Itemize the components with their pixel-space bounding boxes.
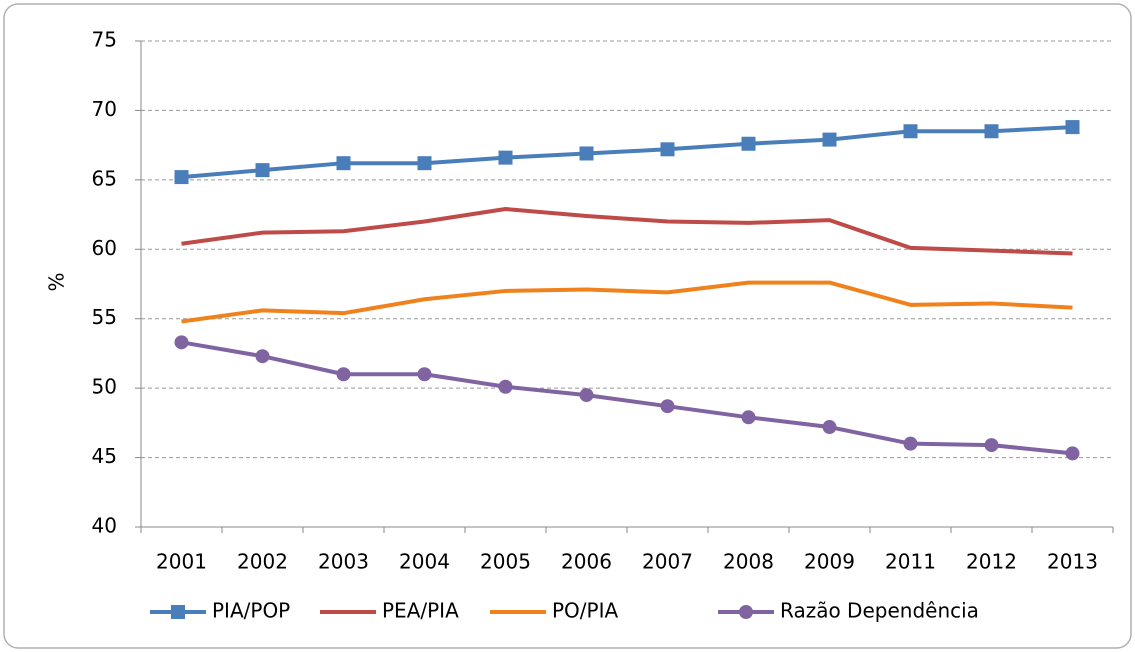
x-tick-label: 2008 [723,550,774,574]
data-point [255,163,270,178]
x-tick-label: 2007 [642,550,693,574]
data-point [174,335,189,350]
series-line [181,340,1073,456]
x-tick-label: 2001 [156,550,207,574]
y-axis-label: % [45,272,69,291]
data-point [174,170,189,185]
data-point [336,156,351,171]
y-tick-label: 65 [92,166,117,190]
legend-label: PO/PIA [552,599,619,623]
data-point [903,124,918,139]
legend-label: PIA/POP [212,599,290,623]
x-tick-label: 2011 [885,550,936,574]
x-tick-label: 2006 [561,550,612,574]
legend-label: PEA/PIA [382,599,459,623]
data-point [984,124,999,139]
legend-marker [739,605,753,619]
y-tick-label: 55 [92,305,117,329]
chart-border [3,3,1132,649]
x-tick-label: 2012 [966,550,1017,574]
y-tick-label: 45 [92,444,117,468]
data-point [1065,120,1080,135]
legend-marker [171,605,185,619]
data-point [741,410,756,425]
x-tick-label: 2002 [237,550,288,574]
data-point [498,150,513,165]
data-point [741,136,756,151]
x-tick-label: 2003 [318,550,369,574]
data-point [1065,446,1080,461]
series-line [181,207,1073,256]
data-point [822,420,837,435]
data-point [336,367,351,382]
x-tick-label: 2005 [480,550,531,574]
y-tick-label: 60 [92,236,117,260]
series-line [181,280,1073,324]
data-point [255,349,270,364]
x-tick-label: 2004 [399,550,450,574]
x-tick-label: 2009 [804,550,855,574]
data-point [579,146,594,161]
y-tick-label: 70 [92,97,117,121]
data-point [498,379,513,394]
legend-label: Razão Dependência [780,599,979,623]
y-tick-label: 40 [92,514,117,538]
series-line [181,125,1073,180]
data-point [903,436,918,451]
y-tick-label: 50 [92,375,117,399]
data-point [660,142,675,157]
data-point [417,367,432,382]
y-tick-label: 75 [92,28,117,52]
data-point [822,132,837,147]
data-point [660,399,675,414]
x-tick-label: 2013 [1047,550,1098,574]
data-point [984,438,999,453]
data-point [579,388,594,403]
data-point [417,156,432,171]
